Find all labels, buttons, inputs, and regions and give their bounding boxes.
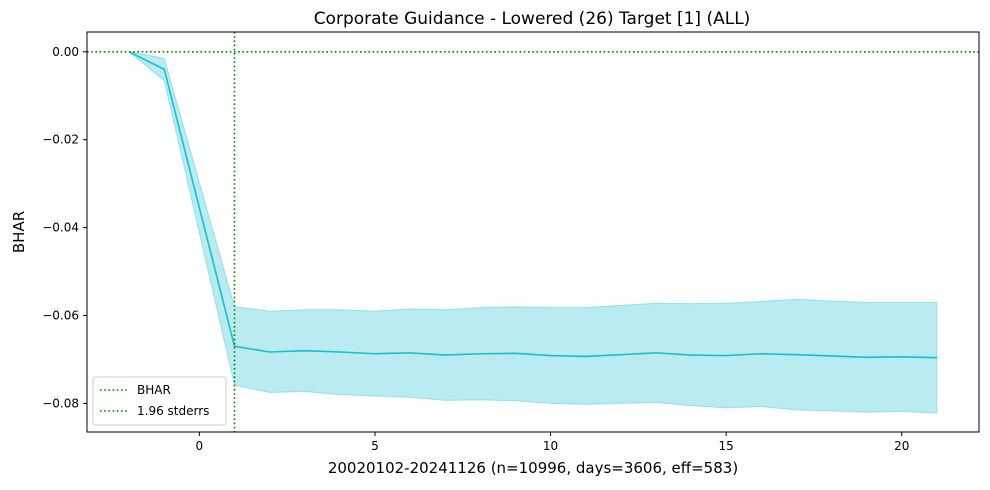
y-tick-label: 0.00 <box>52 45 79 59</box>
x-tick-label: 15 <box>719 439 734 453</box>
plot-content <box>87 32 979 432</box>
legend-box <box>92 376 227 426</box>
chart-title: Corporate Guidance - Lowered (26) Target… <box>314 9 751 29</box>
x-axis-ticks: 0 5 10 15 20 <box>196 432 909 453</box>
legend-label-bhar: BHAR <box>137 383 171 397</box>
y-tick-label: −0.04 <box>42 221 79 235</box>
x-axis-label: 20020102-20241126 (n=10996, days=3606, e… <box>328 459 738 477</box>
y-tick-label: −0.02 <box>42 133 79 147</box>
y-axis-label: BHAR <box>10 211 28 253</box>
y-tick-label: −0.06 <box>42 309 79 323</box>
x-tick-label: 20 <box>894 439 909 453</box>
legend-label-stderrs: 1.96 stderrs <box>137 404 209 418</box>
legend: BHAR 1.96 stderrs <box>92 376 227 426</box>
x-tick-label: 0 <box>196 439 204 453</box>
y-tick-label: −0.08 <box>42 396 79 410</box>
confidence-band <box>128 51 938 414</box>
plot-frame <box>86 31 980 433</box>
x-tick-label: 10 <box>543 439 558 453</box>
y-axis-ticks: 0.00 −0.02 −0.04 −0.06 −0.08 <box>42 45 87 410</box>
bhar-series-line <box>128 51 937 359</box>
x-tick-label: 5 <box>371 439 379 453</box>
